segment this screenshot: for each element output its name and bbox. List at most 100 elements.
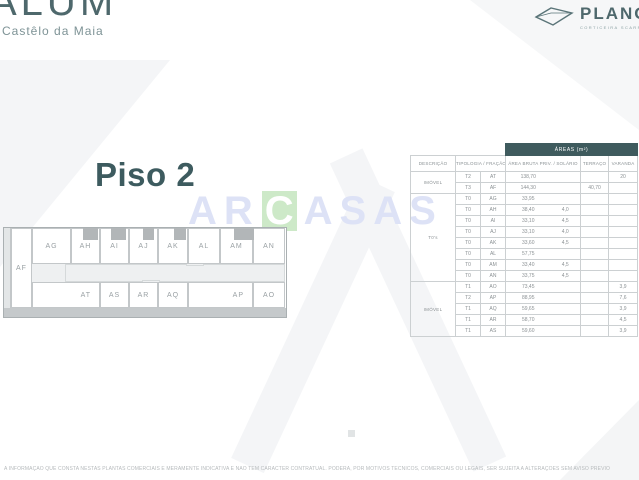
cell-area: 73,45 (521, 284, 535, 290)
cell-area: 58,70 (521, 317, 535, 323)
col-header-varanda: VARANDA (608, 155, 639, 172)
table-row: IMÓVEL T2 AT 138,70 20 (410, 171, 639, 194)
plan-room-ap: AP (188, 282, 253, 308)
room-label: AP (232, 291, 244, 299)
room-label: AO (262, 291, 276, 299)
cell-fracao: AO (479, 281, 507, 293)
cell-fracao: AQ (479, 303, 507, 315)
plan-room-at: AT (32, 282, 100, 308)
cell-fracao: AJ (479, 226, 507, 238)
brand-plano-wordmark: PLANO (580, 4, 639, 23)
table-header-row: DESCRIÇÃO TIPOLOGIA / FRAÇÃO ÁREA BRUTA … (410, 155, 639, 172)
cell-terraco (580, 171, 610, 183)
brand-valum-subtitle: Castêlo da Maia (2, 24, 104, 38)
cell-area: 33,40 (521, 262, 535, 268)
cell-varanda (608, 226, 639, 238)
table-row: T2 AP 88,95 7,6 (411, 292, 639, 304)
cell-fracao: AL (479, 248, 507, 260)
cell-varanda (608, 270, 639, 282)
col-header-descricao: DESCRIÇÃO (410, 155, 456, 172)
cell-varanda: 3,9 (608, 281, 639, 293)
room-label: AM (230, 242, 243, 250)
col-header-tipologia-fracao: TIPOLOGIA / FRAÇÃO (454, 155, 507, 172)
room-label: AQ (166, 291, 180, 299)
floor-plan: AF AG AH AI AJ AK AL AM AN AT AS AR AQ A… (3, 227, 287, 318)
cell-tipologia: T1 (455, 314, 481, 326)
cell-terraco (580, 237, 610, 249)
table-row: T0 AI 33,10 4,5 (411, 215, 639, 227)
col-header-terraco: TERRAÇO (580, 155, 610, 172)
cell-tipologia: T0 (455, 193, 481, 205)
cell-tipologia: T1 (455, 303, 481, 315)
cell-area: 88,95 (521, 295, 535, 301)
cell-area: 38,40 (521, 207, 535, 213)
cell-varanda (608, 259, 639, 271)
cell-tipologia: T1 (455, 325, 481, 337)
cell-tipologia: T0 (455, 248, 481, 260)
cell-terraco (580, 248, 610, 260)
cell-terraco (580, 226, 610, 238)
cell-terraco (580, 215, 610, 227)
cell-varanda: 3,9 (608, 303, 639, 315)
plano-diamond-icon (534, 5, 574, 34)
col-header-area: ÁREA BRUTA PRIV. / SOLÁRIO (505, 155, 582, 172)
cell-tipologia: T0 (455, 226, 481, 238)
cell-terraco (580, 325, 610, 337)
plan-core-block (174, 228, 186, 240)
room-label: AK (167, 242, 179, 250)
cell-tipologia: T0 (455, 270, 481, 282)
cell-tipologia: T1 (455, 281, 481, 293)
arcasas-watermark: AR C ASAS (188, 191, 443, 231)
room-label: AJ (138, 242, 149, 250)
table-row: T0 AH 38,40 4,0 (411, 204, 639, 216)
table-row: T1 AQ 59,65 3,9 (411, 303, 639, 315)
cell-fracao: AI (479, 215, 507, 227)
plan-core-block (111, 228, 126, 240)
group-label: IMÓVEL (410, 281, 456, 337)
cell-area: 57,75 (521, 251, 535, 257)
group-label: IMÓVEL (410, 171, 456, 194)
cell-fracao: AR (479, 314, 507, 326)
areas-band-header: ÁREAS (m²) (505, 143, 639, 156)
cell-terraco (580, 292, 610, 304)
cell-area: 33,95 (521, 196, 535, 202)
small-watermark-mark (348, 430, 355, 437)
units-table: ÁREAS (m²) DESCRIÇÃO TIPOLOGIA / FRAÇÃO … (410, 143, 639, 337)
cell-fracao: AS (479, 325, 507, 337)
cell-varanda (608, 193, 639, 205)
room-label: AR (137, 291, 150, 299)
cell-terraco (580, 204, 610, 216)
cell-area: 33,60 (521, 240, 535, 246)
brand-valum-wordmark: ALUM (0, 0, 118, 24)
cell-solario: 4,5 (561, 273, 569, 279)
cell-area: 33,10 (521, 229, 535, 235)
brand-plano-logo: PLANO CORTICEIRA SCARPA (534, 4, 639, 34)
cell-varanda (608, 182, 639, 194)
plan-room-af: AF (11, 228, 32, 308)
table-row: T1 AS 59,60 3,9 (411, 325, 639, 337)
cell-fracao: AK (479, 237, 507, 249)
cell-area: 33,75 (521, 273, 535, 279)
cell-terraco (580, 281, 610, 293)
cell-terraco (580, 270, 610, 282)
cell-terraco (580, 259, 610, 271)
plan-core-block (234, 228, 254, 240)
table-row: T0 AJ 33,10 4,0 (411, 226, 639, 238)
watermark-c-box: C (261, 191, 297, 231)
cell-varanda (608, 204, 639, 216)
room-label: AS (108, 291, 121, 299)
plan-room-aq: AQ (158, 282, 188, 308)
cell-fracao: AM (479, 259, 507, 271)
cell-varanda (608, 248, 639, 260)
cell-varanda: 4,5 (608, 314, 639, 326)
cell-tipologia: T0 (455, 204, 481, 216)
plan-room-ar: AR (129, 282, 158, 308)
cell-solario: 4,5 (561, 240, 569, 246)
cell-solario: 4,5 (561, 218, 569, 224)
cell-varanda: 3,9 (608, 325, 639, 337)
cell-tipologia: T3 (455, 182, 481, 194)
cell-tipologia: T2 (455, 171, 481, 183)
room-label: AH (79, 242, 92, 250)
cell-area: 59,65 (521, 306, 535, 312)
cell-tipologia: T0 (455, 215, 481, 227)
